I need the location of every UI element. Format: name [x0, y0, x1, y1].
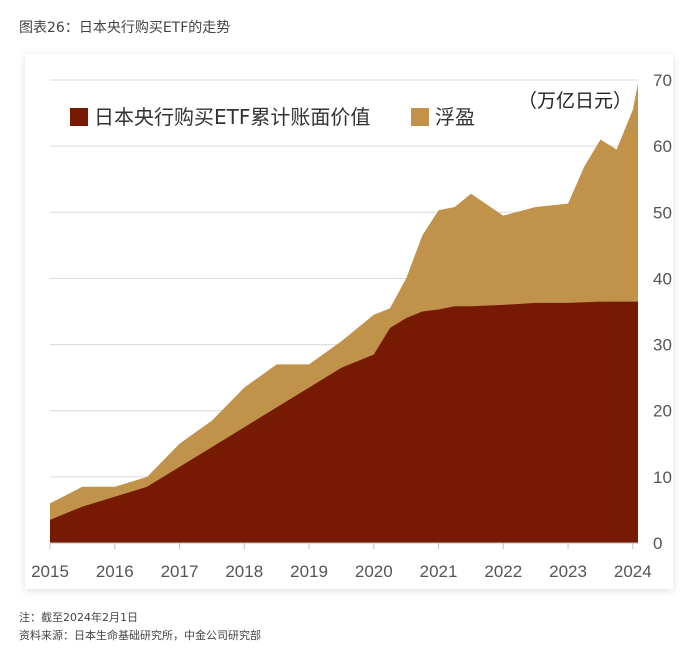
- y-tick-label: 70: [653, 71, 672, 90]
- y-tick-label: 50: [653, 203, 672, 222]
- x-tick-label: 2019: [290, 562, 328, 581]
- unit-label: （万亿日元）: [518, 90, 632, 112]
- figure-title: 图表26：日本央行购买ETF的走势: [19, 20, 231, 36]
- y-tick-label: 60: [653, 137, 672, 156]
- area-book-value: [50, 301, 638, 543]
- legend-label-unrealized-gain: 浮盈: [435, 105, 475, 129]
- legend-label-book-value: 日本央行购买ETF累计账面价值: [94, 105, 370, 129]
- y-tick-label: 20: [653, 402, 672, 421]
- legend-swatch-unrealized-gain: [411, 108, 429, 126]
- legend-swatch-book-value: [70, 108, 88, 126]
- axes: 0 10 20 30 40 50 60 70 2015 2016 2017 2018 2019 2020 2…: [31, 71, 672, 581]
- footnote-date: 注：截至2024年2月1日: [19, 611, 138, 624]
- x-tick-label: 2020: [355, 562, 393, 581]
- x-tick-label: 2016: [96, 562, 134, 581]
- x-tick-label: 2022: [484, 562, 522, 581]
- legend: 日本央行购买ETF累计账面价值 浮盈: [70, 105, 475, 129]
- x-tick-label: 2015: [31, 562, 69, 581]
- x-tick-label: 2018: [225, 562, 263, 581]
- y-tick-label: 40: [653, 269, 672, 288]
- etf-chart: 0 10 20 30 40 50 60 70 2015 2016 2017 2018 2019 2020 2…: [25, 54, 673, 589]
- x-tick-label: 2023: [549, 562, 587, 581]
- y-tick-label: 30: [653, 336, 672, 355]
- y-tick-label: 0: [653, 534, 662, 553]
- x-tick-label: 2017: [161, 562, 199, 581]
- x-tick-label: 2024: [614, 562, 652, 581]
- x-tick-label: 2021: [420, 562, 458, 581]
- chart-container: 0 10 20 30 40 50 60 70 2015 2016 2017 2018 2019 2020 2…: [0, 40, 700, 600]
- plot-areas: [50, 83, 638, 544]
- footnote-source: 资料来源：日本生命基础研究所，中金公司研究部: [19, 629, 261, 642]
- y-tick-label: 10: [653, 468, 672, 487]
